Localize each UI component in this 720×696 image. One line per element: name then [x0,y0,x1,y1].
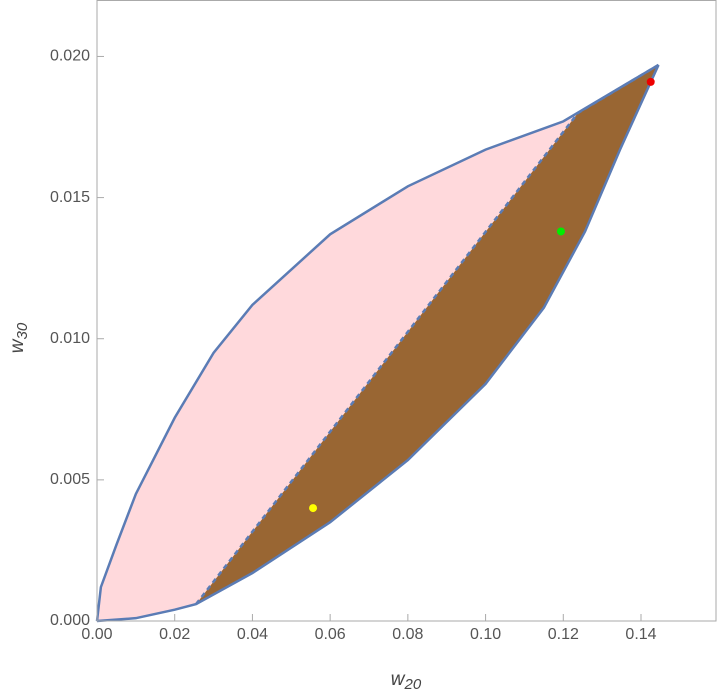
x-tick-label: 0.10 [470,626,501,643]
x-axis-label: w20 [391,669,422,693]
y-tick-label: 0.015 [50,189,90,206]
x-tick-label: 0.00 [81,626,112,643]
y-axis-label: w30 [7,322,31,353]
region [196,64,659,605]
x-label-sub: 20 [404,676,422,693]
boundary-curve [95,63,660,622]
point [556,227,565,236]
y-tick-label: 0.010 [50,330,90,347]
x-label-base: w [391,669,406,690]
x-tick-label: 0.04 [237,626,268,643]
boundary-curve [96,64,660,623]
frame [96,0,717,622]
x-tick-label: 0.12 [548,626,579,643]
point [646,77,655,86]
x-tick-label: 0.08 [392,626,423,643]
x-tick-label: 0.14 [625,626,656,643]
y-tick-label: 0.020 [50,48,90,65]
x-tick-label: 0.02 [159,626,190,643]
x-tick-label: 0.06 [315,626,346,643]
y-label-base: w [7,338,28,353]
y-label-sub: 30 [14,322,31,339]
y-tick-label: 0.000 [50,612,90,629]
y-tick-label: 0.005 [50,471,90,488]
point [309,504,318,513]
